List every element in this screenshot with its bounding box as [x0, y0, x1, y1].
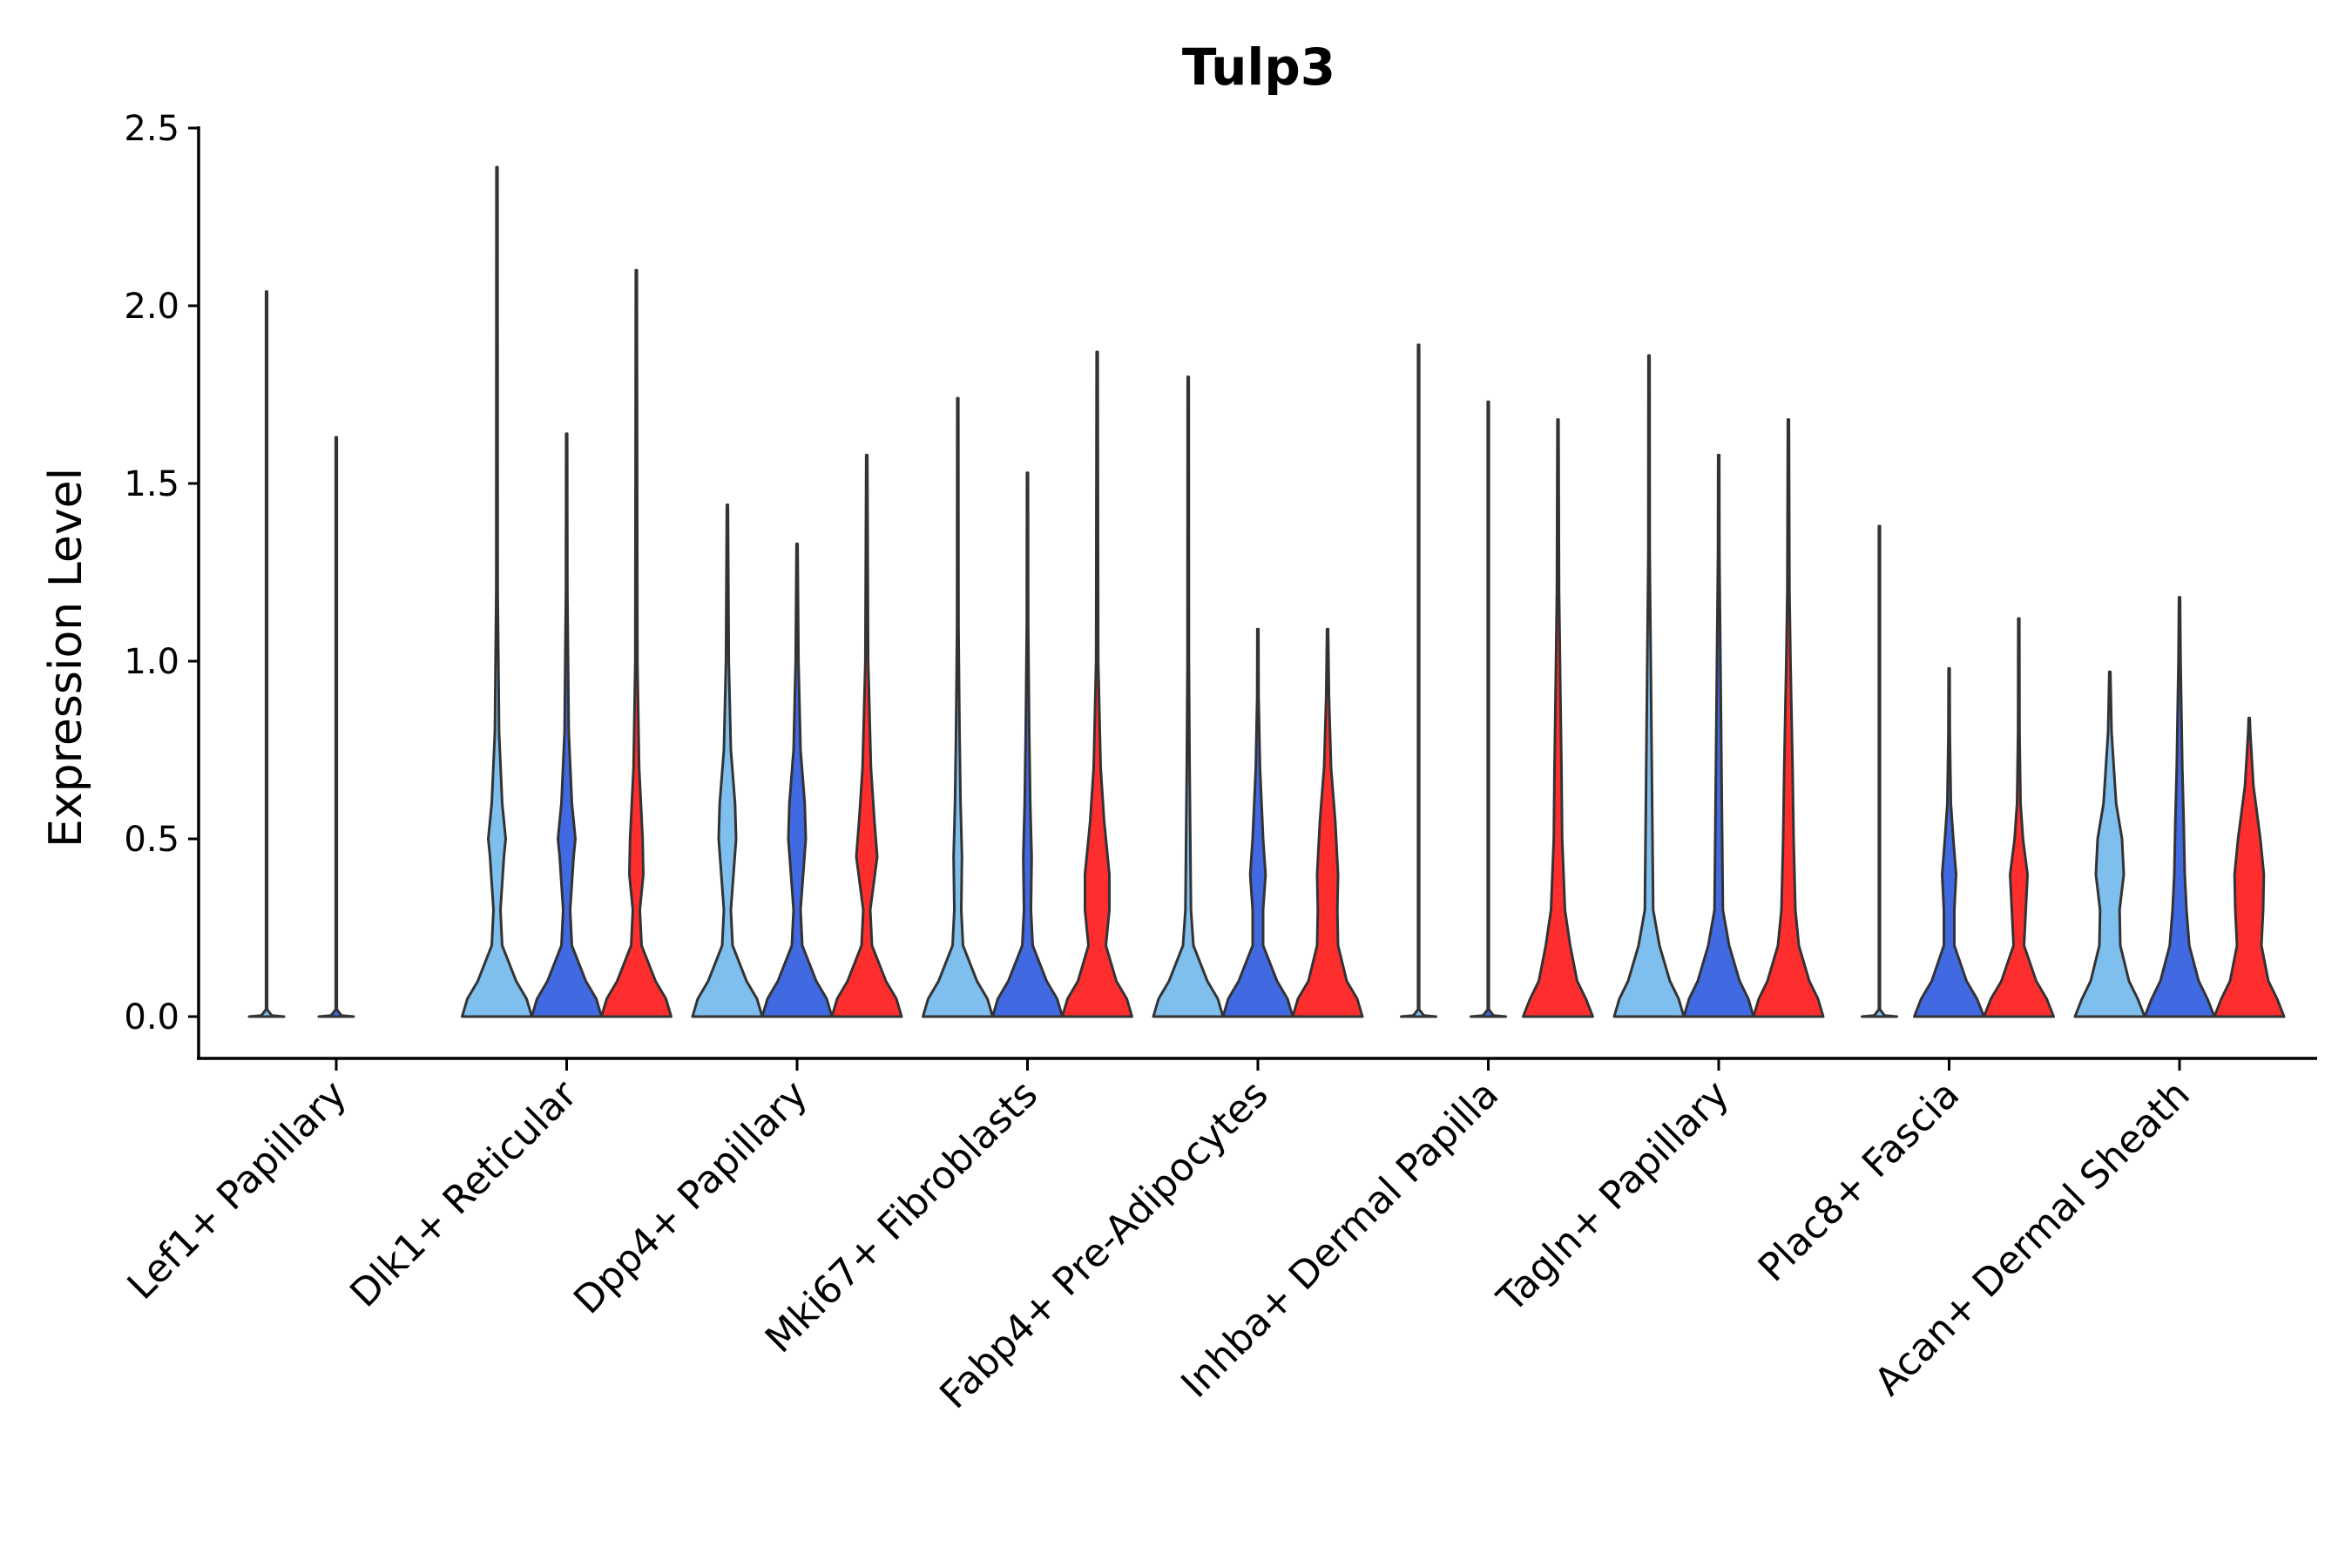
- chart-title: Tulp3: [1182, 37, 1335, 97]
- violin-group-3-dlk1-reticular: [600, 268, 672, 1018]
- y-tick-label: 0.5: [124, 820, 179, 860]
- x-tick-label: Tagln+ Papillary: [1489, 1072, 1738, 1321]
- violin-group-1-acan-dermal-sheath: [2073, 670, 2146, 1018]
- violin-group-3-plac8-fascia: [1983, 617, 2055, 1018]
- violin-group-1-dpp4-papillary: [691, 504, 764, 1018]
- violin-group-1-tagln-papillary: [1612, 354, 1686, 1018]
- violin-group-1-fabp4-pre-adipocytes: [1152, 375, 1225, 1018]
- violin-group-2-fabp4-pre-adipocytes: [1221, 627, 1294, 1018]
- violin-group-2-lef1-papillary: [317, 436, 355, 1018]
- violin-group-2-mki67-fibroblasts: [991, 471, 1064, 1018]
- violin-group-3-acan-dermal-sheath: [2213, 716, 2286, 1018]
- violin-group-1-dlk1-reticular: [461, 166, 533, 1018]
- x-tick-label: Dlk1+ Reticular: [341, 1071, 586, 1316]
- y-axis-title: Expression Level: [40, 468, 92, 848]
- violin-group-2-dlk1-reticular: [531, 432, 603, 1018]
- violin-group-3-dpp4-papillary: [830, 453, 903, 1018]
- violin-group-1-lef1-papillary: [247, 290, 286, 1018]
- y-tick-label: 2.5: [124, 109, 179, 149]
- violin-group-1-plac8-fascia: [1861, 524, 1898, 1018]
- y-tick-label: 1.5: [124, 464, 179, 504]
- violin-group-2-dpp4-papillary: [760, 542, 834, 1018]
- violin-group-2-inhba-dermal-papilla: [1470, 400, 1507, 1018]
- violin-group-3-mki67-fibroblasts: [1061, 350, 1133, 1018]
- y-tick-label: 0.0: [124, 997, 179, 1037]
- x-tick-label: Plac8+ Fascia: [1750, 1072, 1969, 1291]
- violin-group-1-inhba-dermal-papilla: [1400, 343, 1437, 1018]
- violin-group-2-tagln-papillary: [1682, 453, 1755, 1018]
- violin-group-2-acan-dermal-sheath: [2143, 596, 2216, 1018]
- violin-group-3-inhba-dermal-papilla: [1522, 418, 1594, 1018]
- violin-layer: [247, 166, 2286, 1018]
- x-tick-label: Lef1+ Papillary: [119, 1072, 355, 1308]
- x-tick-label: Dpp4+ Papillary: [565, 1072, 816, 1323]
- y-tick-label: 1.0: [124, 642, 179, 682]
- violin-group-2-plac8-fascia: [1913, 666, 1985, 1018]
- y-tick-label: 2.0: [124, 287, 179, 327]
- violin-group-3-tagln-papillary: [1752, 418, 1825, 1018]
- violin-group-1-mki67-fibroblasts: [922, 396, 994, 1018]
- violin-group-3-fabp4-pre-adipocytes: [1291, 627, 1364, 1018]
